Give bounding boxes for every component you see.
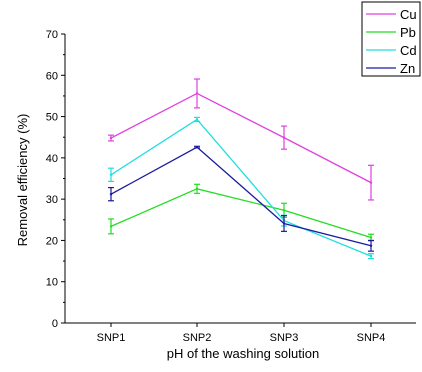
data-point — [109, 173, 113, 176]
y-tick-label: 20 — [46, 235, 58, 247]
legend-label: Pb — [400, 25, 416, 40]
y-tick-label: 0 — [52, 318, 58, 330]
series-cu — [108, 78, 374, 201]
series-layer — [108, 78, 374, 260]
data-point — [195, 92, 199, 95]
data-point — [109, 225, 113, 228]
error-bar — [194, 78, 200, 109]
data-point — [109, 136, 113, 140]
legend-label: Zn — [400, 61, 415, 76]
series-line — [110, 118, 372, 257]
legend: Cu Pb Cd Zn — [361, 1, 421, 77]
error-bar — [368, 239, 374, 252]
data-point — [195, 118, 199, 121]
y-tick-label: 40 — [46, 153, 58, 165]
legend-item-cu: Cu — [366, 7, 417, 22]
x-tick-label: SNP3 — [270, 332, 299, 344]
error-bar — [281, 125, 287, 150]
series-line — [110, 92, 372, 184]
data-point — [369, 244, 373, 247]
y-tick-label: 60 — [46, 70, 58, 82]
data-point — [369, 181, 373, 184]
data-point — [282, 209, 286, 212]
series-cd — [108, 116, 374, 260]
data-point — [195, 187, 199, 191]
error-bar — [194, 183, 200, 194]
error-bar — [194, 116, 200, 123]
error-bar — [281, 215, 287, 232]
series-line — [110, 146, 372, 247]
y-tick-label: 10 — [46, 277, 58, 289]
data-point — [282, 222, 286, 225]
data-point — [369, 236, 373, 239]
x-tick-label: SNP2 — [183, 332, 212, 344]
x-tick-label: SNP4 — [357, 332, 386, 344]
error-bar — [108, 218, 114, 235]
y-axis-ticks: 0 10 20 30 40 50 60 70 — [46, 29, 65, 330]
legend-item-zn: Zn — [366, 61, 415, 76]
legend-label: Cu — [400, 7, 417, 22]
y-tick-label: 50 — [46, 112, 58, 124]
x-tick-label: SNP1 — [97, 332, 126, 344]
x-axis-label: pH of the washing solution — [167, 346, 319, 361]
error-bar — [194, 145, 200, 149]
x-axis-ticks: SNP1 SNP2 SNP3 SNP4 — [97, 323, 386, 344]
legend-item-cd: Cd — [366, 43, 417, 58]
legend-item-pb: Pb — [366, 25, 416, 40]
y-tick-label: 30 — [46, 194, 58, 206]
error-bar — [108, 134, 114, 142]
error-bar — [368, 164, 374, 201]
y-axis-label: Removal efficiency (%) — [15, 114, 30, 247]
data-point — [282, 136, 286, 139]
series-pb — [108, 183, 374, 242]
data-point — [109, 192, 113, 196]
error-bar — [368, 253, 374, 260]
error-bar — [108, 186, 114, 202]
data-point — [369, 254, 373, 258]
error-bar — [108, 167, 114, 182]
series-zn — [108, 145, 374, 252]
y-tick-label: 70 — [46, 29, 58, 41]
series-line — [110, 188, 372, 239]
data-point — [195, 145, 199, 149]
legend-label: Cd — [400, 43, 417, 58]
